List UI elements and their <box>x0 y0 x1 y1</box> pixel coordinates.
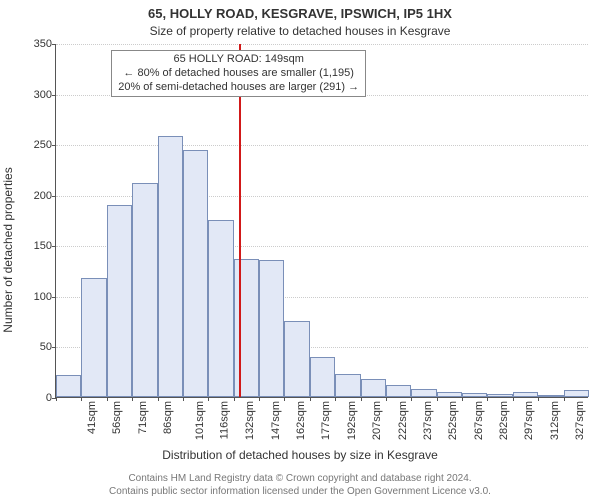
x-tick-label: 252sqm <box>447 401 459 440</box>
x-tick-label: 132sqm <box>244 401 256 440</box>
x-tick-mark <box>56 397 57 401</box>
histogram-bar <box>513 392 538 397</box>
y-tick-label: 0 <box>46 392 56 404</box>
annotation-line-3: 20% of semi-detached houses are larger (… <box>118 81 359 95</box>
property-size-histogram: 65, HOLLY ROAD, KESGRAVE, IPSWICH, IP5 1… <box>0 0 600 500</box>
x-tick-label: 86sqm <box>162 401 174 434</box>
x-tick-label: 267sqm <box>473 401 485 440</box>
y-tick-label: 250 <box>34 139 56 151</box>
x-tick-mark <box>437 397 438 401</box>
x-tick-mark <box>234 397 235 401</box>
x-tick-label: 222sqm <box>397 401 409 440</box>
histogram-bar <box>564 390 589 397</box>
x-tick-label: 147sqm <box>270 401 282 440</box>
annotation-box: 65 HOLLY ROAD: 149sqm← 80% of detached h… <box>111 50 366 97</box>
x-tick-label: 116sqm <box>218 401 230 439</box>
histogram-bar <box>208 220 233 397</box>
histogram-bar <box>158 136 183 397</box>
x-tick-label: 101sqm <box>194 401 206 440</box>
x-tick-label: 56sqm <box>111 401 123 434</box>
x-tick-label: 282sqm <box>498 401 510 440</box>
y-tick-label: 50 <box>40 341 56 353</box>
x-tick-label: 207sqm <box>371 401 383 440</box>
plot-area: 05010015020025030035041sqm56sqm71sqm86sq… <box>55 44 588 398</box>
x-tick-mark <box>411 397 412 401</box>
x-tick-label: 192sqm <box>346 401 358 440</box>
x-tick-mark <box>513 397 514 401</box>
histogram-bar <box>81 278 106 397</box>
histogram-bar <box>259 260 284 397</box>
histogram-bar <box>107 205 132 397</box>
histogram-bar <box>386 385 411 397</box>
x-tick-mark <box>310 397 311 401</box>
histogram-bar <box>411 389 436 397</box>
histogram-bar <box>538 395 563 397</box>
x-tick-mark <box>564 397 565 401</box>
histogram-bar <box>310 357 335 397</box>
histogram-bar <box>462 393 487 397</box>
histogram-bar <box>56 375 81 397</box>
x-tick-mark <box>487 397 488 401</box>
x-tick-mark <box>158 397 159 401</box>
footer-credit-1: Contains HM Land Registry data © Crown c… <box>0 473 600 484</box>
histogram-bar <box>183 150 208 397</box>
y-tick-label: 350 <box>34 38 56 50</box>
x-tick-mark <box>538 397 539 401</box>
x-tick-label: 177sqm <box>321 401 333 440</box>
histogram-bar <box>284 321 309 397</box>
gridline <box>56 145 588 146</box>
x-tick-mark <box>259 397 260 401</box>
x-tick-mark <box>361 397 362 401</box>
y-tick-label: 150 <box>34 240 56 252</box>
x-tick-mark <box>107 397 108 401</box>
x-tick-mark <box>132 397 133 401</box>
x-tick-mark <box>208 397 209 401</box>
x-tick-label: 312sqm <box>549 401 561 440</box>
x-tick-mark <box>462 397 463 401</box>
histogram-bar <box>437 392 462 397</box>
y-tick-label: 100 <box>34 291 56 303</box>
annotation-line-2: ← 80% of detached houses are smaller (1,… <box>118 67 359 81</box>
x-tick-label: 327sqm <box>574 401 586 440</box>
x-tick-mark <box>386 397 387 401</box>
gridline <box>56 44 588 45</box>
histogram-bar <box>335 374 360 397</box>
x-tick-label: 71sqm <box>137 401 149 434</box>
y-tick-label: 200 <box>34 190 56 202</box>
chart-title-line-1: 65, HOLLY ROAD, KESGRAVE, IPSWICH, IP5 1… <box>0 6 600 21</box>
x-tick-mark <box>81 397 82 401</box>
x-tick-label: 162sqm <box>295 401 307 440</box>
histogram-bar <box>234 259 259 397</box>
x-tick-mark <box>183 397 184 401</box>
x-tick-mark <box>284 397 285 401</box>
x-tick-label: 237sqm <box>422 401 434 440</box>
x-tick-label: 41sqm <box>86 401 98 434</box>
x-tick-mark <box>335 397 336 401</box>
chart-title-line-2: Size of property relative to detached ho… <box>0 24 600 38</box>
histogram-bar <box>132 183 157 397</box>
footer-credit-2: Contains public sector information licen… <box>0 486 600 497</box>
x-axis-label: Distribution of detached houses by size … <box>0 448 600 462</box>
histogram-bar <box>487 394 512 397</box>
x-tick-label: 297sqm <box>524 401 536 440</box>
histogram-bar <box>361 379 386 397</box>
y-axis-label: Number of detached properties <box>1 167 15 332</box>
annotation-line-1: 65 HOLLY ROAD: 149sqm <box>118 53 359 67</box>
y-tick-label: 300 <box>34 89 56 101</box>
